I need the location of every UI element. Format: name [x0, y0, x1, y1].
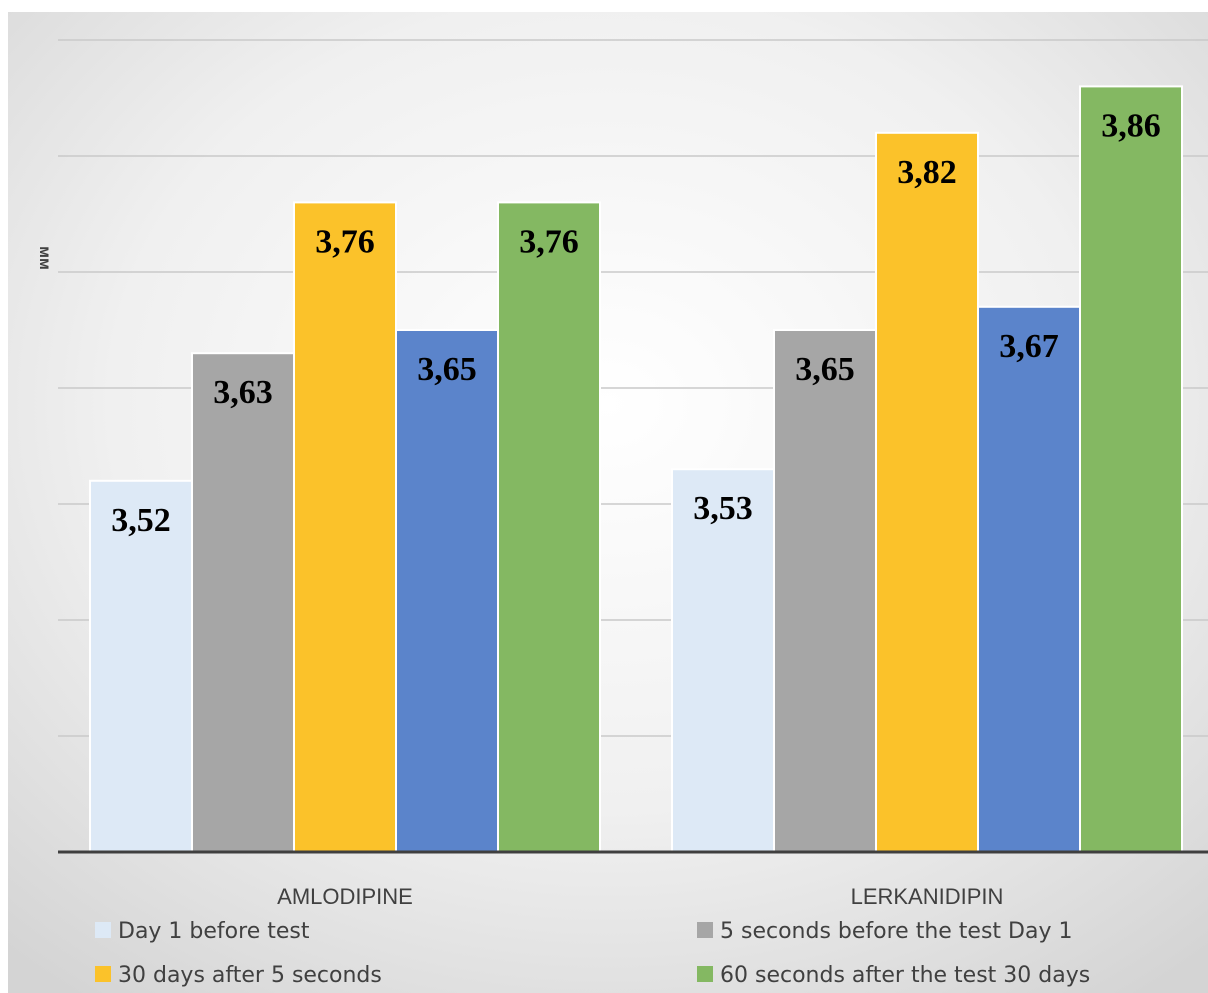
category-label: LERKANIDIPIN: [851, 884, 1004, 909]
bars: [89, 85, 1183, 854]
bar: [875, 131, 979, 854]
legend-label: Day 1 before test: [118, 919, 310, 944]
bar: [773, 329, 877, 853]
legend-swatch: [697, 966, 713, 982]
data-labels: 3,52 3,53 3,63 3,65 3,76 3,82 3,65 3,67 3,76 3,86: [111, 107, 1161, 538]
bar: [395, 329, 499, 853]
legend-label: 30 days after 5 seconds: [118, 963, 382, 988]
bar: [89, 479, 193, 853]
data-label: 3,82: [897, 154, 957, 191]
y-axis-title: мм: [36, 246, 53, 270]
bar: [497, 201, 601, 853]
data-label: 3,53: [693, 490, 753, 527]
category-label: AMLODIPINE: [277, 884, 413, 909]
data-label: 3,63: [213, 374, 273, 411]
data-label: 3,52: [111, 502, 171, 539]
bar: [1079, 85, 1183, 853]
legend-label: 60 seconds after the test 30 days: [720, 963, 1090, 988]
data-label: 3,86: [1101, 107, 1161, 144]
data-label: 3,76: [519, 223, 579, 260]
legend-swatch: [95, 966, 111, 982]
data-label: 3,67: [999, 328, 1059, 365]
bar: [671, 468, 775, 853]
data-label: 3,65: [795, 351, 855, 388]
legend: Day 1 before test 5 seconds before the te…: [95, 919, 1090, 988]
data-label: 3,76: [315, 223, 375, 260]
data-label: 3,65: [417, 351, 477, 388]
bar: [293, 201, 397, 853]
bar: [977, 305, 1081, 853]
legend-swatch: [697, 922, 713, 938]
bar: [191, 352, 295, 853]
legend-label: 5 seconds before the test Day 1: [720, 919, 1072, 944]
category-labels: AMLODIPINE LERKANIDIPIN: [277, 884, 1003, 909]
legend-swatch: [95, 922, 111, 938]
